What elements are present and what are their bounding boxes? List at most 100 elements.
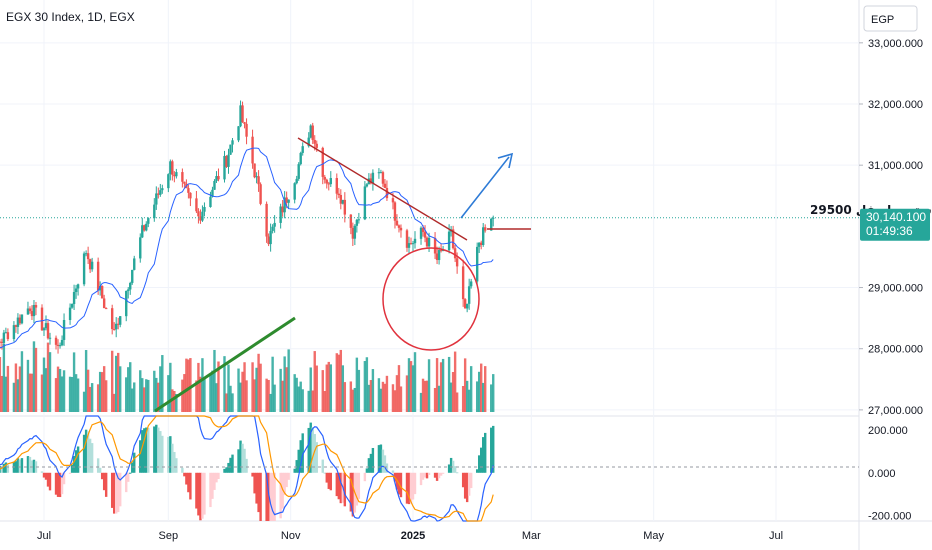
macd-histogram-bar: [477, 455, 481, 473]
volume-bar: [211, 370, 214, 412]
time-tick-label: Mar: [522, 530, 541, 542]
macd-histogram-bar: [363, 472, 367, 482]
candle-body: [293, 183, 296, 200]
macd-histogram-bar: [145, 427, 148, 473]
volume-bar: [453, 351, 457, 412]
volume-bar: [349, 381, 353, 412]
volume-bar: [239, 382, 242, 412]
macd-histogram-bar: [58, 472, 62, 498]
volume-bar: [253, 379, 256, 412]
macd-histogram-bar: [26, 456, 30, 473]
candle-layer: [0, 100, 495, 354]
candle-body: [175, 172, 178, 177]
volume-bar: [265, 378, 268, 412]
macd-histogram-bar: [265, 472, 268, 521]
candle-body: [159, 190, 162, 195]
macd-histogram-bar: [211, 472, 214, 499]
candle-body: [56, 344, 60, 346]
candle-body: [379, 172, 383, 174]
volume-bar: [203, 378, 206, 412]
macd-histogram-bar: [44, 472, 48, 480]
macd-histogram-bar: [315, 442, 318, 473]
volume-bar: [385, 375, 389, 412]
candle-body: [265, 203, 268, 237]
candle-body: [131, 269, 134, 283]
volume-bar: [301, 389, 304, 412]
currency-button[interactable]: [863, 5, 918, 32]
volume-bar: [40, 374, 44, 412]
volume-bar: [395, 375, 399, 412]
macd-histogram-bar: [453, 466, 457, 473]
volume-bar: [441, 358, 445, 412]
volume-bar: [62, 370, 66, 412]
candle-body: [301, 146, 304, 153]
candle-body: [213, 181, 216, 190]
macd-histogram-bar: [181, 467, 184, 473]
candle-body: [243, 122, 246, 124]
indicator-tick-label: 0.000: [868, 468, 896, 480]
volume-bar: [435, 358, 439, 412]
volume-bar: [139, 370, 142, 412]
currency-label: EGP: [871, 14, 894, 26]
candle-body: [117, 323, 120, 325]
time-tick-label: May: [643, 530, 664, 542]
macd-histogram-bar: [321, 459, 324, 473]
macd-histogram-bar: [435, 472, 439, 481]
candle-body: [357, 219, 361, 221]
candle-body: [461, 266, 465, 300]
candle-body: [147, 218, 150, 224]
volume-bar: [173, 390, 176, 412]
candle-body: [465, 303, 469, 309]
volume-bar: [297, 386, 300, 412]
volume-bar: [147, 379, 150, 412]
volume-bar: [295, 377, 298, 412]
macd-histogram-bar: [213, 472, 216, 490]
macd-histogram-bar: [259, 472, 262, 521]
volume-bar: [102, 366, 106, 412]
candle-body: [96, 261, 100, 291]
volume-bar: [54, 378, 58, 412]
descending-trendline[interactable]: [297, 137, 468, 241]
candle-body: [169, 161, 172, 175]
volume-bar: [217, 361, 220, 412]
macd-histogram-bar: [110, 472, 114, 508]
macd-histogram-bar: [125, 472, 128, 493]
macd-histogram-bar: [461, 472, 465, 488]
macd-histogram-bar: [309, 422, 312, 473]
macd-histogram-bar: [339, 472, 343, 504]
macd-histogram-bar: [60, 472, 64, 495]
volume-bar: [2, 343, 6, 412]
candle-body: [467, 286, 471, 304]
macd-histogram-bar: [217, 472, 220, 480]
volume-bar: [285, 367, 288, 412]
volume-bar: [243, 362, 246, 412]
up-arrow-line[interactable]: [460, 156, 510, 219]
volume-bar: [427, 359, 431, 412]
macd-histogram-bar: [82, 434, 86, 473]
macd-histogram-bar: [357, 472, 361, 499]
macd-histogram-bar: [243, 448, 246, 473]
volume-bar: [231, 393, 234, 412]
candle-body: [315, 143, 318, 148]
candle-body: [225, 155, 228, 167]
macd-histogram-bar: [479, 447, 483, 473]
macd-histogram-bar: [46, 472, 50, 487]
macd-layer: [0, 415, 495, 522]
candle-body: [427, 237, 431, 247]
volume-bar: [463, 358, 467, 412]
volume-bar: [225, 393, 228, 412]
macd-histogram-bar: [329, 472, 332, 491]
highlight-circle[interactable]: [382, 247, 480, 351]
volume-bar: [329, 364, 332, 412]
macd-histogram-bar: [187, 472, 190, 493]
candle-body: [313, 139, 316, 144]
candle-body: [62, 320, 66, 340]
volume-trendline[interactable]: [154, 316, 296, 413]
time-tick-label: Nov: [281, 530, 301, 542]
macd-histogram-bar: [433, 472, 437, 478]
macd-histogram-bar: [96, 458, 100, 473]
macd-histogram-bar: [167, 436, 170, 473]
candle-body: [463, 299, 467, 309]
volume-bar: [133, 382, 136, 412]
volume-bar: [161, 355, 164, 412]
